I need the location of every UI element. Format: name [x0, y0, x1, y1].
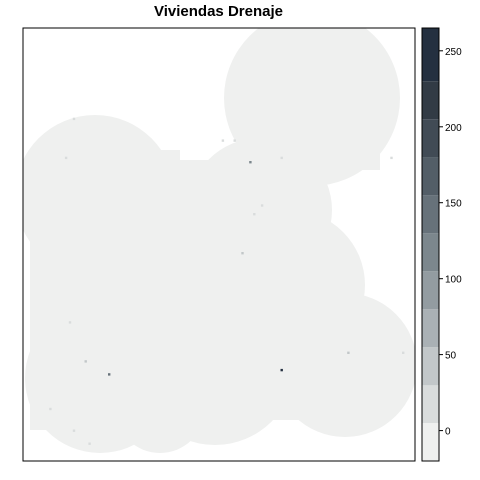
- raster-cell: [49, 407, 52, 411]
- raster-cell: [233, 139, 236, 142]
- color-key-bin: [422, 195, 439, 234]
- color-key-tick-label: 200: [445, 123, 462, 134]
- color-key-bin: [422, 347, 439, 386]
- raster-cell: [108, 373, 111, 376]
- color-key-bin: [422, 28, 439, 82]
- raster-field: [23, 28, 415, 453]
- hotspot-group: [49, 117, 405, 445]
- color-key-frame: [421, 27, 440, 462]
- raster-cell: [88, 442, 91, 445]
- raster-cell: [253, 213, 256, 216]
- raster-cell: [390, 156, 393, 160]
- raster-cell: [64, 156, 68, 160]
- field-blob: [273, 293, 415, 437]
- field-block: [120, 160, 300, 420]
- raster-cell: [84, 360, 87, 363]
- color-key-bin: [422, 233, 439, 272]
- color-key-tick-label: 0: [445, 427, 451, 438]
- color-key-bin: [422, 309, 439, 348]
- raster-cell: [68, 321, 72, 324]
- raster-cell: [72, 429, 76, 432]
- raster-cell: [347, 351, 350, 354]
- chart-title: Viviendas Drenaje: [154, 3, 283, 20]
- color-key-bin: [422, 157, 439, 196]
- color-key-tick-label: 150: [445, 199, 462, 210]
- raster-cell: [249, 161, 252, 164]
- plot-frame: [22, 27, 416, 462]
- raster-cell: [241, 252, 244, 255]
- raster-cell: [280, 368, 283, 372]
- raster-cell: [72, 117, 76, 121]
- color-key-bin: [422, 271, 439, 310]
- color-key-bin: [422, 423, 439, 461]
- color-key-tick-label: 100: [445, 275, 462, 286]
- color-key-bin: [422, 385, 439, 423]
- color-key: 0 50 100 150 200 250: [421, 27, 462, 462]
- raster-cell: [402, 351, 405, 354]
- color-key-bin: [422, 81, 439, 120]
- color-key-tick-label: 250: [445, 47, 462, 58]
- color-key-tick-label: 50: [445, 351, 457, 362]
- raster-cell: [221, 139, 225, 142]
- field-block: [250, 60, 380, 170]
- raster-cell: [280, 156, 283, 160]
- color-key-bin: [422, 119, 439, 158]
- raster-cell: [260, 204, 264, 207]
